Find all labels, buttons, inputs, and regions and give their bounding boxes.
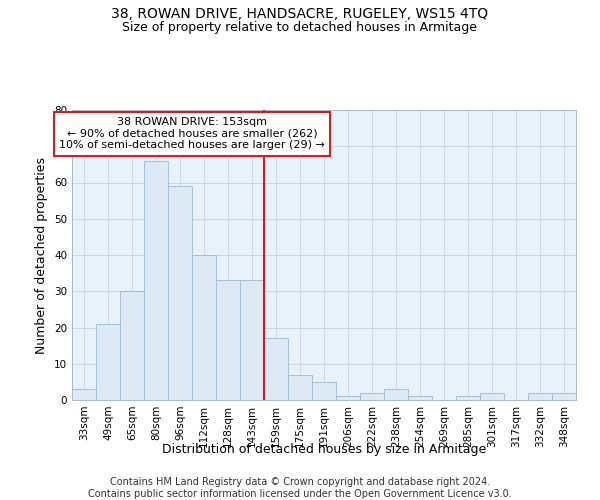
Bar	[72, 389, 96, 400]
Text: 38, ROWAN DRIVE, HANDSACRE, RUGELEY, WS15 4TQ: 38, ROWAN DRIVE, HANDSACRE, RUGELEY, WS1…	[112, 8, 488, 22]
Bar	[552, 393, 576, 400]
Bar	[312, 382, 336, 400]
Y-axis label: Number of detached properties: Number of detached properties	[35, 156, 49, 354]
Bar	[288, 374, 312, 400]
Bar	[240, 280, 264, 400]
Bar	[264, 338, 288, 400]
Bar	[144, 161, 168, 400]
Bar	[408, 396, 432, 400]
Bar	[96, 324, 120, 400]
Bar	[528, 393, 552, 400]
Bar	[120, 291, 144, 400]
Text: Distribution of detached houses by size in Armitage: Distribution of detached houses by size …	[162, 442, 486, 456]
Bar	[360, 393, 384, 400]
Bar	[480, 393, 504, 400]
Bar	[168, 186, 192, 400]
Bar	[216, 280, 240, 400]
Text: 38 ROWAN DRIVE: 153sqm
← 90% of detached houses are smaller (262)
10% of semi-de: 38 ROWAN DRIVE: 153sqm ← 90% of detached…	[59, 117, 325, 150]
Bar	[456, 396, 480, 400]
Bar	[192, 255, 216, 400]
Bar	[384, 389, 408, 400]
Bar	[336, 396, 360, 400]
Text: Contains HM Land Registry data © Crown copyright and database right 2024.
Contai: Contains HM Land Registry data © Crown c…	[88, 478, 512, 499]
Text: Size of property relative to detached houses in Armitage: Size of property relative to detached ho…	[122, 21, 478, 34]
